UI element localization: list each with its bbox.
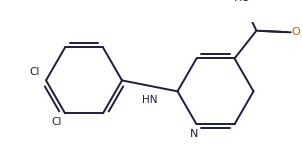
Text: O: O (291, 27, 300, 37)
Text: HN: HN (142, 95, 158, 105)
Text: Cl: Cl (30, 67, 40, 77)
Text: N: N (189, 129, 198, 139)
Text: HO: HO (234, 0, 251, 3)
Text: Cl: Cl (51, 117, 61, 127)
